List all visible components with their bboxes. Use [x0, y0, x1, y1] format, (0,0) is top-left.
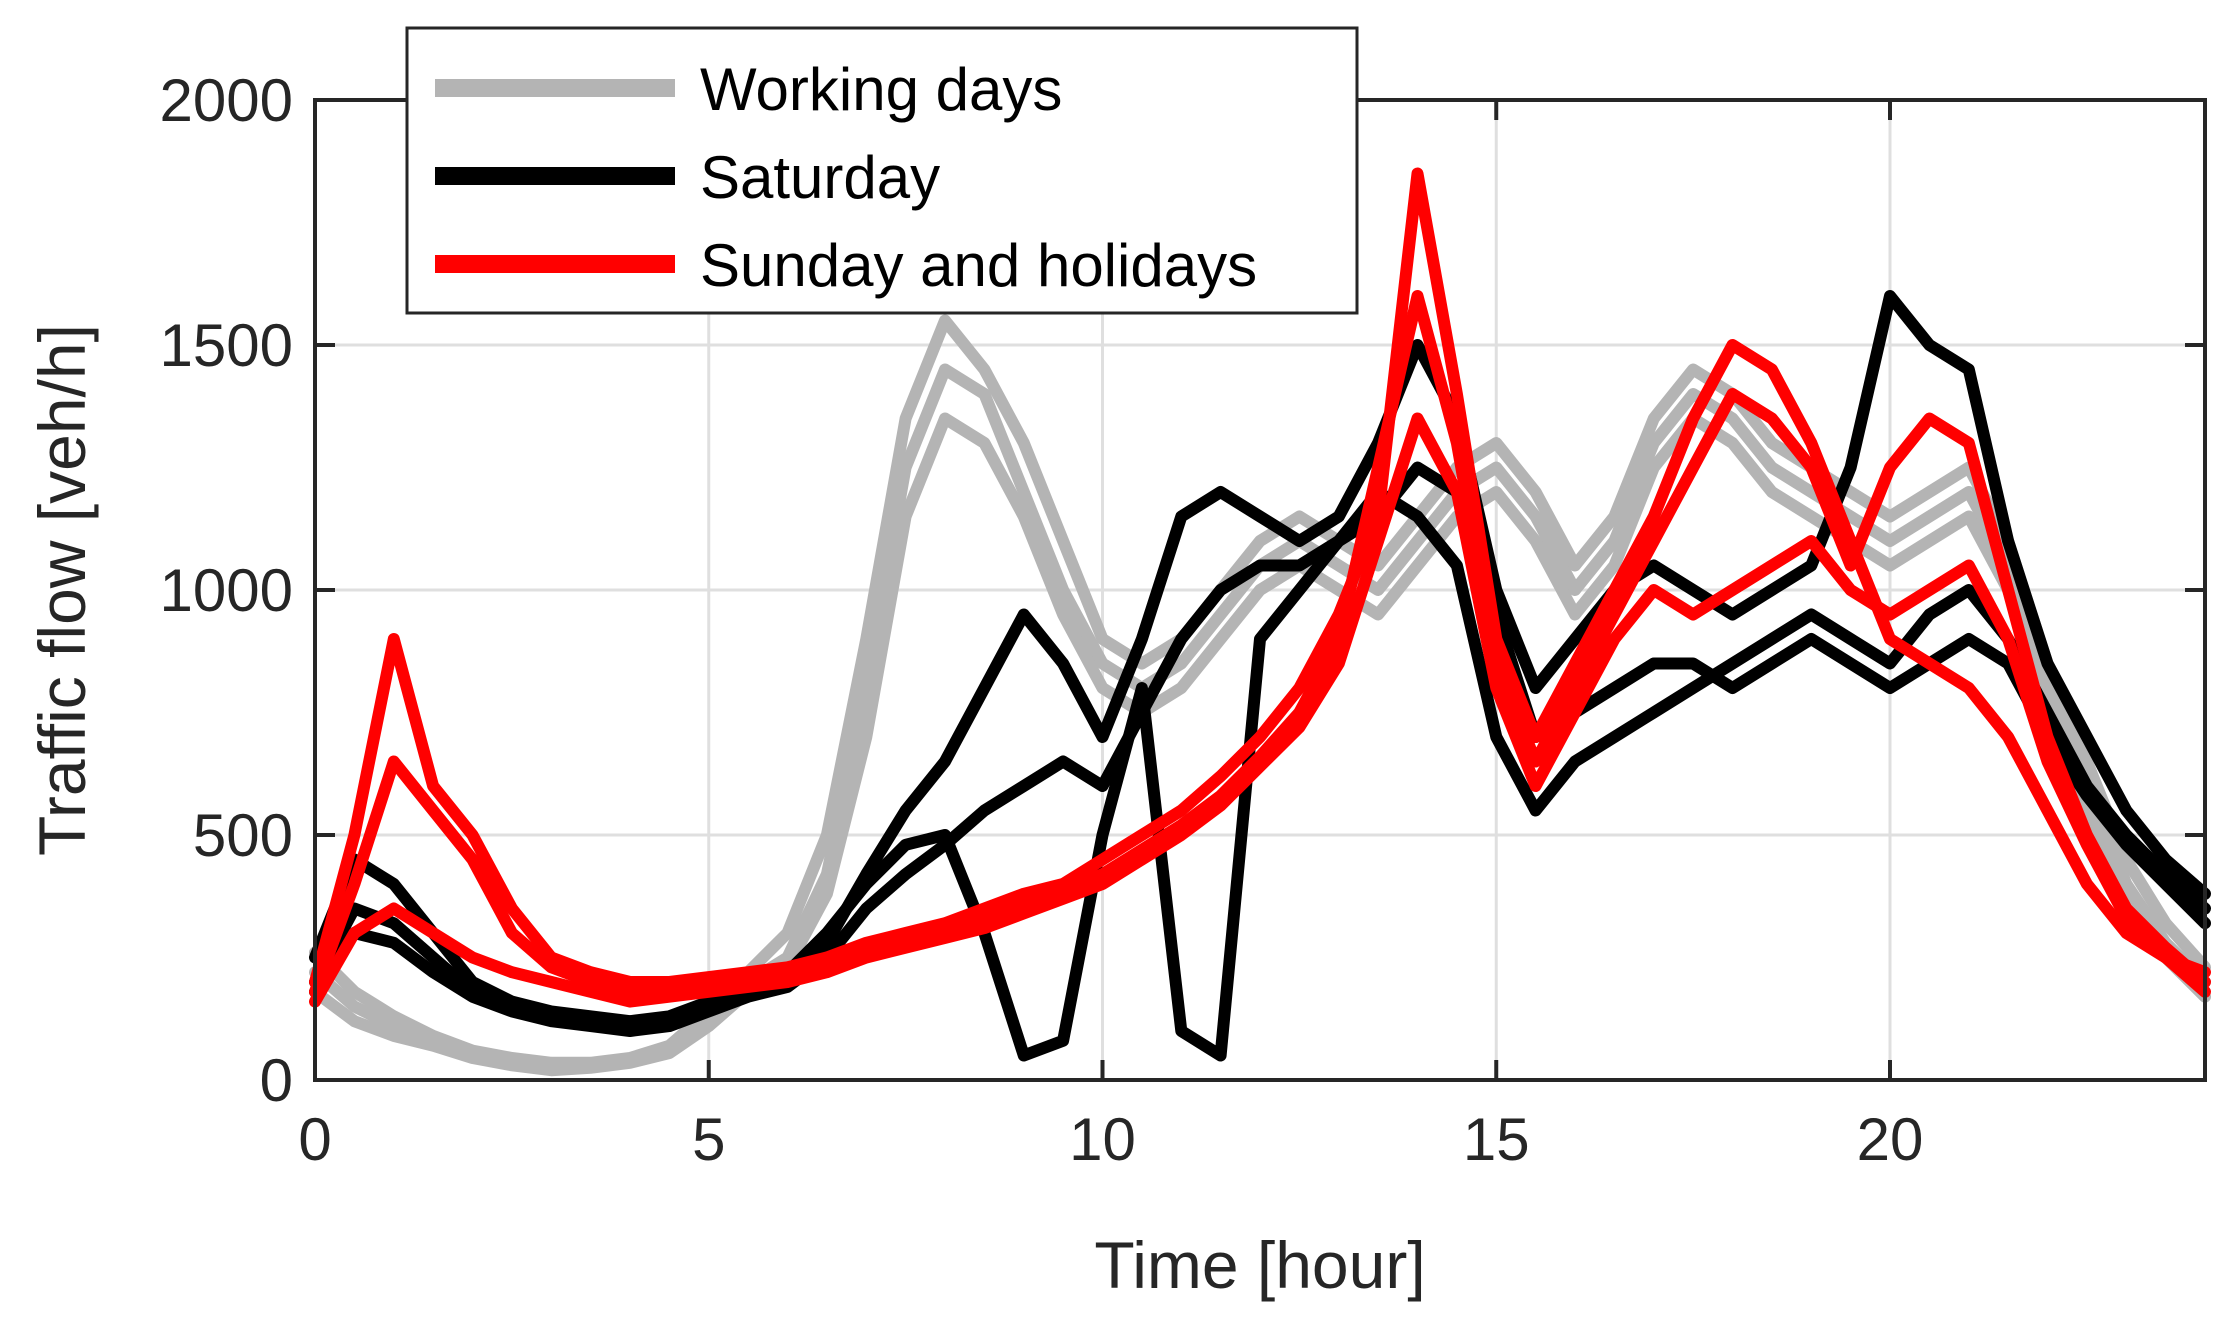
y-tick-label: 1500: [160, 312, 293, 379]
x-tick-label: 20: [1857, 1106, 1924, 1173]
legend-label: Sunday and holidays: [700, 232, 1257, 299]
series-line-5: [309, 486, 2211, 1062]
series-line-3: [309, 412, 2211, 1077]
y-tick-label: 500: [193, 802, 293, 869]
y-tick-label: 1000: [160, 557, 293, 624]
x-tick-label: 10: [1069, 1106, 1136, 1173]
series-line-7: [309, 167, 2211, 988]
y-tick-label: 2000: [160, 67, 293, 134]
x-tick-label: 15: [1463, 1106, 1530, 1173]
series-line-9: [309, 412, 2211, 1008]
y-axis-label: Traffic flow [veh/h]: [25, 324, 99, 856]
x-tick-label: 5: [692, 1106, 725, 1173]
x-tick-label: 0: [298, 1106, 331, 1173]
legend-label: Working days: [700, 56, 1062, 123]
series-line-6: [309, 461, 2211, 1037]
x-axis-label: Time [hour]: [1094, 1228, 1425, 1302]
series-line-8: [309, 290, 2211, 998]
legend: Working days Saturday Sunday and holidays: [405, 26, 1359, 315]
legend-label: Saturday: [700, 144, 940, 211]
y-tick-label: 0: [260, 1047, 293, 1114]
